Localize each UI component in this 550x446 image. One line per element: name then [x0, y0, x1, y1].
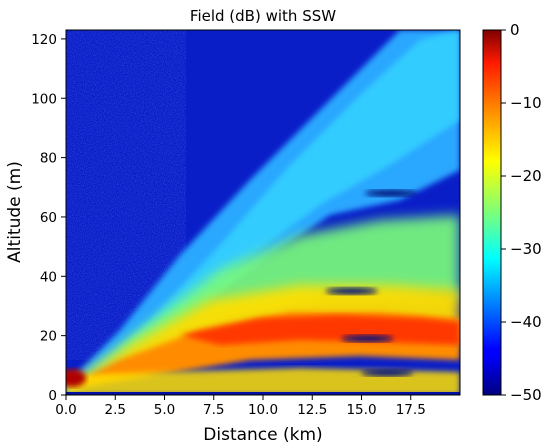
heatmap-nulls — [325, 189, 418, 377]
y-tick-label: 100 — [31, 91, 57, 107]
colorbar-tick-label: −50 — [510, 386, 542, 404]
heatmap-field — [66, 30, 460, 395]
heatmap-source-hotspot — [66, 369, 86, 387]
y-tick-label: 120 — [31, 32, 57, 48]
colorbar-tick-label: −10 — [510, 94, 542, 112]
x-tick-label: 12.5 — [297, 402, 327, 418]
heatmap-upper-light-fan — [80, 30, 460, 380]
chart-title: Field (dB) with SSW — [190, 7, 336, 25]
null-mark — [361, 369, 414, 377]
x-tick-label: 0.0 — [55, 402, 76, 418]
colorbar-tick-label: −30 — [510, 240, 542, 258]
x-axis-label: Distance (km) — [203, 425, 322, 445]
x-tick-label: 15.0 — [346, 402, 376, 418]
x-axis: 0.0 2.5 5.0 7.5 10.0 12.5 15.0 17.5 — [55, 395, 426, 418]
colorbar-tick-label: −40 — [510, 313, 542, 331]
colorbar-tick-label: −20 — [510, 167, 542, 185]
colorbar-axis: 0 −10 −20 −30 −40 −50 — [501, 21, 542, 404]
y-axis: 0 20 40 60 80 100 120 — [31, 32, 66, 404]
x-tick-label: 5.0 — [154, 402, 175, 418]
colorbar — [482, 29, 502, 396]
y-tick-label: 60 — [40, 210, 57, 226]
heatmap-ground-strip — [66, 392, 460, 395]
null-mark — [325, 287, 378, 295]
x-tick-label: 2.5 — [105, 402, 126, 418]
heatmap-lower-yellow-region — [66, 368, 460, 395]
x-tick-label: 17.5 — [396, 402, 426, 418]
colorbar-tick-label: 0 — [510, 21, 520, 39]
y-tick-label: 80 — [40, 151, 57, 167]
y-tick-label: 20 — [40, 329, 57, 345]
y-axis-label: Altitude (m) — [5, 161, 25, 263]
y-tick-label: 0 — [48, 388, 57, 404]
null-mark — [341, 335, 394, 343]
x-tick-label: 10.0 — [248, 402, 278, 418]
null-mark — [365, 189, 418, 197]
y-tick-label: 40 — [40, 269, 57, 285]
x-tick-label: 7.5 — [203, 402, 224, 418]
